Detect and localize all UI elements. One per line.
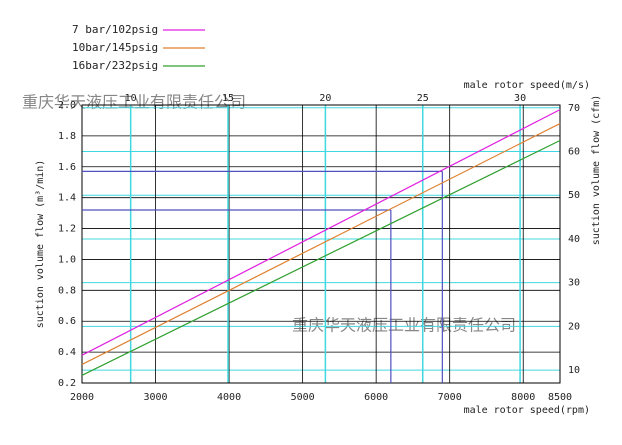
x-tick-label: 8000 xyxy=(511,392,535,403)
y2-axis-label: suction volume flow (cfm) xyxy=(591,95,602,246)
x2-axis-label: male rotor speed(m/s) xyxy=(464,80,590,91)
watermark: 重庆华天液压工业有限责任公司 xyxy=(292,316,516,335)
y-axis-label: suction volume flow (m³/min) xyxy=(35,160,46,329)
y2-tick-label: 10 xyxy=(568,365,580,376)
watermark: 重庆华天液压工业有限责任公司 xyxy=(22,93,246,112)
x-tick-label: 3000 xyxy=(143,392,167,403)
x2-tick-label: 25 xyxy=(417,93,429,104)
y2-tick-label: 70 xyxy=(568,103,580,114)
x-tick-label: 6000 xyxy=(364,392,388,403)
y-tick-label: 0.2 xyxy=(58,378,76,389)
y-tick-label: 2.0 xyxy=(58,100,76,111)
y2-tick-label: 20 xyxy=(568,321,580,332)
x2-tick-label: 10 xyxy=(125,93,137,104)
y-tick-label: 1.2 xyxy=(58,224,76,235)
series-line xyxy=(81,109,561,356)
x2-tick-label: 15 xyxy=(222,93,234,104)
x2-tick-label: 30 xyxy=(514,93,526,104)
y-tick-label: 0.6 xyxy=(58,316,76,327)
y-tick-label: 1.0 xyxy=(58,254,76,265)
x-tick-label: 2000 xyxy=(70,392,94,403)
legend-label: 7 bar/102psig xyxy=(72,23,158,36)
y2-tick-label: 60 xyxy=(568,146,580,157)
x-tick-label: 5000 xyxy=(291,392,315,403)
y-tick-label: 1.6 xyxy=(58,162,76,173)
x-axis-label: male rotor speed(rpm) xyxy=(464,405,590,416)
plot-frame xyxy=(81,104,561,384)
x-tick-label: 7000 xyxy=(438,392,462,403)
y2-tick-label: 30 xyxy=(568,278,580,289)
x-tick-label: 4000 xyxy=(217,392,241,403)
y-tick-label: 1.4 xyxy=(58,193,76,204)
series-line xyxy=(81,122,561,366)
y-tick-label: 0.8 xyxy=(58,285,76,296)
x-tick-label: 8500 xyxy=(548,392,572,403)
y2-tick-label: 40 xyxy=(568,234,580,245)
series-line xyxy=(81,139,561,376)
x2-tick-label: 20 xyxy=(319,93,331,104)
legend-label: 16bar/232psig xyxy=(72,59,158,72)
legend-label: 10bar/145psig xyxy=(72,41,158,54)
y2-tick-label: 50 xyxy=(568,190,580,201)
y-tick-label: 0.4 xyxy=(58,347,76,358)
y-tick-label: 1.8 xyxy=(58,131,76,142)
